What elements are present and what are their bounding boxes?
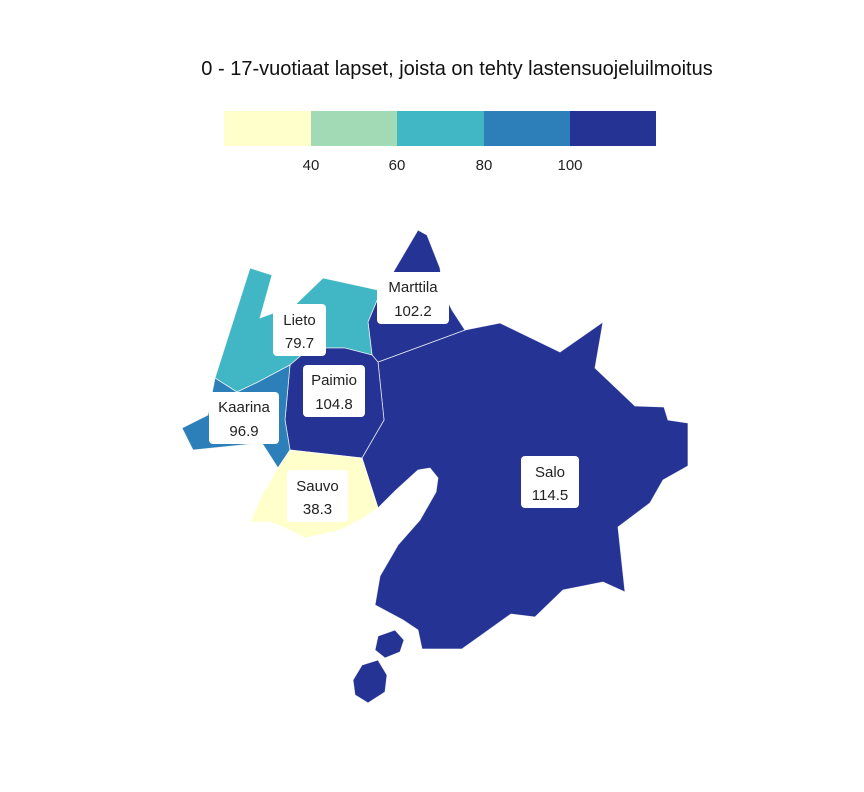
label-sauvo: Sauvo 38.3 <box>287 470 348 522</box>
legend-tick-40: 40 <box>303 157 320 174</box>
label-kaarina-name: Kaarina <box>218 399 270 416</box>
legend-swatch-1 <box>224 111 311 146</box>
label-paimio: Paimio 104.8 <box>303 365 365 417</box>
region-salo-island-1 <box>374 629 405 659</box>
legend: 40 60 80 100 <box>224 111 656 174</box>
legend-tick-60: 60 <box>389 157 406 174</box>
label-marttila: Marttila 102.2 <box>377 272 449 324</box>
label-kaarina: Kaarina 96.9 <box>209 392 279 444</box>
label-salo-name: Salo <box>535 464 565 481</box>
legend-tick-80: 80 <box>476 157 493 174</box>
label-paimio-name: Paimio <box>311 372 357 389</box>
legend-swatch-2 <box>311 111 397 146</box>
label-salo: Salo 114.5 <box>521 456 579 508</box>
label-sauvo-name: Sauvo <box>296 478 339 495</box>
label-paimio-value: 104.8 <box>315 396 353 413</box>
label-marttila-name: Marttila <box>388 279 438 296</box>
label-sauvo-value: 38.3 <box>303 501 332 518</box>
label-salo-value: 114.5 <box>532 487 568 504</box>
label-lieto: Lieto 79.7 <box>273 304 326 356</box>
region-labels: Lieto 79.7 Marttila 102.2 Paimio 104.8 K… <box>209 272 579 522</box>
label-marttila-value: 102.2 <box>394 303 432 320</box>
legend-swatch-5 <box>570 111 656 146</box>
legend-swatch-4 <box>484 111 570 146</box>
label-lieto-name: Lieto <box>283 312 316 329</box>
legend-swatch-3 <box>397 111 484 146</box>
label-kaarina-value: 96.9 <box>229 423 258 440</box>
map-title: 0 - 17-vuotiaat lapset, joista on tehty … <box>201 58 713 80</box>
label-lieto-value: 79.7 <box>285 335 314 352</box>
legend-tick-100: 100 <box>557 157 582 174</box>
region-salo-island-2 <box>352 659 388 704</box>
